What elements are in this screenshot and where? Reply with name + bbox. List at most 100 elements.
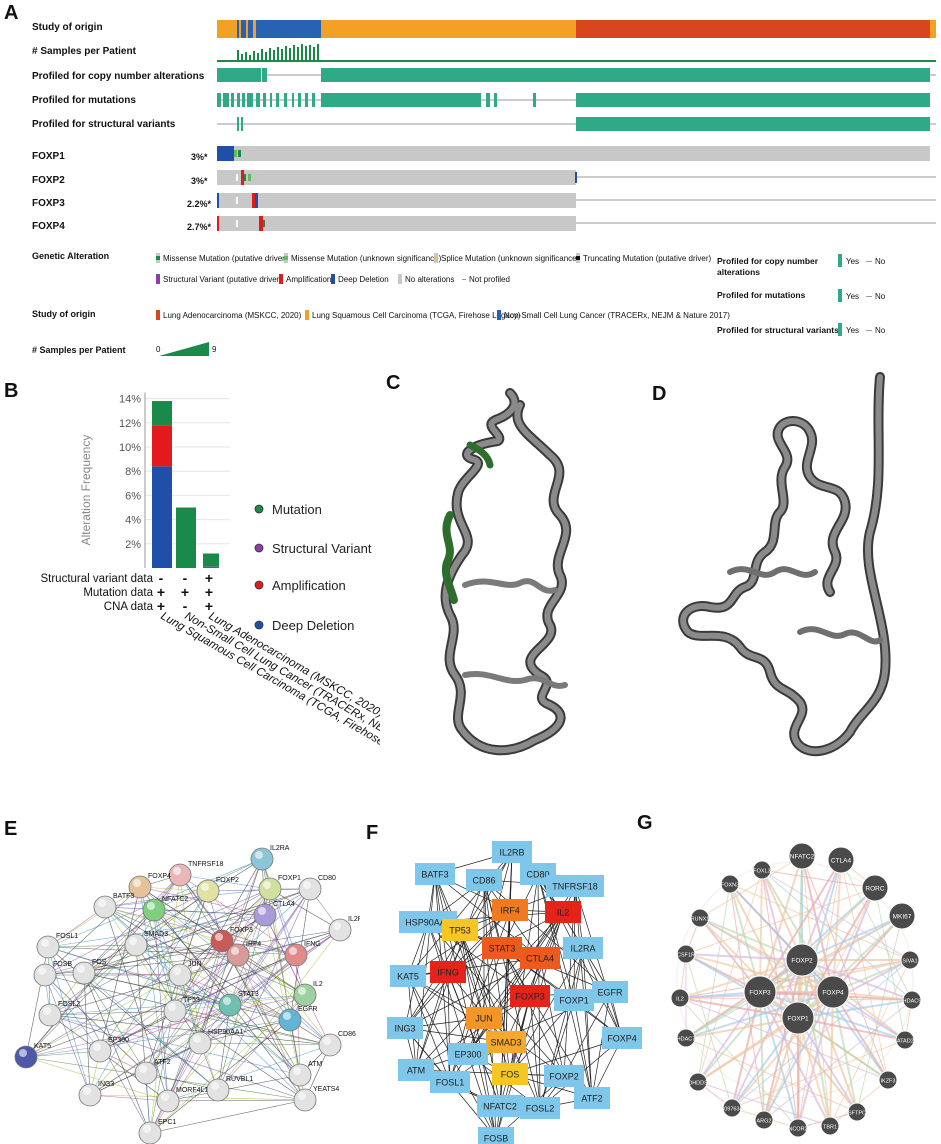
- network-node-label: FOXP3: [749, 990, 771, 997]
- network-node-label: TNFRSF18: [552, 882, 598, 892]
- legend-study-title: Study of origin: [32, 309, 96, 319]
- foxp1-deep-deletion: [217, 146, 234, 161]
- samples-min-label: 0: [156, 345, 161, 354]
- network-node-label: STAT3: [238, 991, 259, 998]
- network-node: [387, 1017, 423, 1039]
- network-node: [520, 947, 560, 969]
- network-node: [482, 937, 522, 959]
- track-label-sv: Profiled for structural variants: [32, 119, 176, 130]
- y-tick-label: 14%: [119, 394, 141, 406]
- protein-structure-wildtype: [678, 372, 891, 757]
- network-node: [754, 1110, 774, 1130]
- study-swatch: [497, 310, 501, 320]
- network-node: [546, 875, 604, 897]
- profiled-yes-label: Yes: [846, 326, 860, 335]
- string-network: TNFRSF18 IL2RA FOXP4 FOXP2 FOXP1 CD80 NFATC2 BA…: [14, 845, 360, 1144]
- network-node-label: SMAD3: [490, 1038, 521, 1048]
- network-node: [466, 1007, 502, 1029]
- network-node-label: IL2: [557, 908, 570, 918]
- network-node-label: FOXP4: [607, 1034, 637, 1044]
- y-tick-label: 10%: [119, 442, 141, 454]
- panel-label-c: C: [386, 372, 401, 394]
- network-node: [788, 1118, 808, 1138]
- profiled-no-label: No: [875, 292, 886, 301]
- bar-segment: [152, 466, 172, 568]
- network-node-label: HDAC7: [677, 1037, 696, 1043]
- network-node: [861, 874, 889, 902]
- network-node-label: IL2: [313, 981, 323, 988]
- network-node-label: FOSL2: [58, 1001, 80, 1008]
- network-node-label: TNFRSF18: [188, 861, 224, 868]
- data-row-mark: +: [205, 570, 213, 586]
- network-node: [478, 1127, 514, 1144]
- bar-segment: [176, 507, 196, 568]
- network-node-label: FOSL2: [526, 1104, 555, 1114]
- network-node-label: TBR1: [823, 1125, 837, 1131]
- alteration-swatch-mark: [331, 274, 335, 284]
- network-node-label: CTLA4: [526, 954, 554, 964]
- panel-label-g: G: [637, 812, 653, 834]
- study-legend-item: Non-Small Cell Lung Cancer (TRACERx, NEJ…: [504, 311, 730, 320]
- network-node-label: FOXP1: [787, 1016, 809, 1023]
- data-row-mark: -: [159, 570, 164, 586]
- network-node-label: HDAC9: [903, 999, 922, 1005]
- legend-marker: [254, 504, 264, 514]
- protein-structure-foxp-mutated: [440, 388, 572, 756]
- network-node-label: CTLA4: [831, 858, 852, 865]
- y-tick-label: 4%: [125, 515, 141, 527]
- network-node-label: FOS: [501, 1070, 520, 1080]
- network-node: [781, 1001, 815, 1035]
- alteration-legend-item: No alterations: [405, 275, 455, 284]
- network-node: [430, 961, 466, 983]
- bar-segment: [203, 553, 219, 567]
- gene-pct-foxp2: 3%*: [191, 176, 208, 186]
- network-node-label: NFATC2: [790, 854, 815, 861]
- gene-pct-foxp3: 2.2%*: [187, 199, 212, 209]
- panel-label-e: E: [4, 818, 18, 840]
- alteration-legend-item: Amplification: [286, 275, 332, 284]
- network-node-label: AS097634.1: [717, 1107, 747, 1113]
- samples-histogram: [237, 44, 319, 60]
- network-node: [785, 943, 819, 977]
- network-node: [492, 899, 528, 921]
- gene-label-foxp4: FOXP4: [32, 221, 65, 232]
- profiled-yes-swatch: [838, 323, 842, 336]
- network-node: [720, 874, 740, 894]
- network-node-label: FOXP1: [278, 875, 301, 882]
- data-row-mark: +: [181, 584, 189, 600]
- study-swatch: [305, 310, 309, 320]
- legend-label: Structural Variant: [272, 541, 372, 556]
- network-node: [554, 989, 594, 1011]
- study-legend-item: Lung Squamous Cell Carcinoma (TCGA, Fire…: [312, 311, 521, 320]
- panel-label-a: A: [4, 2, 19, 24]
- profiled-no-label: No: [875, 257, 886, 266]
- network-node: [688, 1072, 708, 1092]
- network-node: [670, 988, 690, 1008]
- legend-marker: [254, 580, 264, 590]
- network-node: [827, 846, 855, 874]
- network-node: [545, 901, 581, 923]
- study-segment: [237, 20, 321, 38]
- legend-label: Mutation: [272, 502, 322, 517]
- network-node-label: FOXP2: [216, 877, 239, 884]
- oncoprint-tracks: [217, 20, 936, 231]
- network-node-label: IFNG: [437, 968, 459, 978]
- legend-genetic-alteration-title: Genetic Alteration: [32, 251, 110, 261]
- network-node-label: IL2RB: [499, 848, 524, 858]
- network-node-label: RUVBL1: [226, 1076, 253, 1083]
- bar-segment: [152, 425, 172, 467]
- network-node-label: ATM: [407, 1066, 425, 1076]
- data-row-mark: -: [183, 598, 188, 614]
- network-node-label: IRF4: [246, 941, 261, 948]
- alteration-legend-item: Structural Variant (putative driver): [163, 275, 283, 284]
- network-node-label: IKZF3: [881, 1079, 896, 1085]
- network-node: [492, 1063, 528, 1085]
- alteration-legend-item: Deep Deletion: [338, 275, 389, 284]
- network-node: [722, 1098, 742, 1118]
- network-node: [743, 975, 777, 1009]
- alteration-swatch-mark: [156, 256, 160, 260]
- bar-segment: [203, 566, 219, 568]
- network-node-label: CSF1R: [677, 953, 695, 959]
- panel-label-f: F: [366, 822, 379, 844]
